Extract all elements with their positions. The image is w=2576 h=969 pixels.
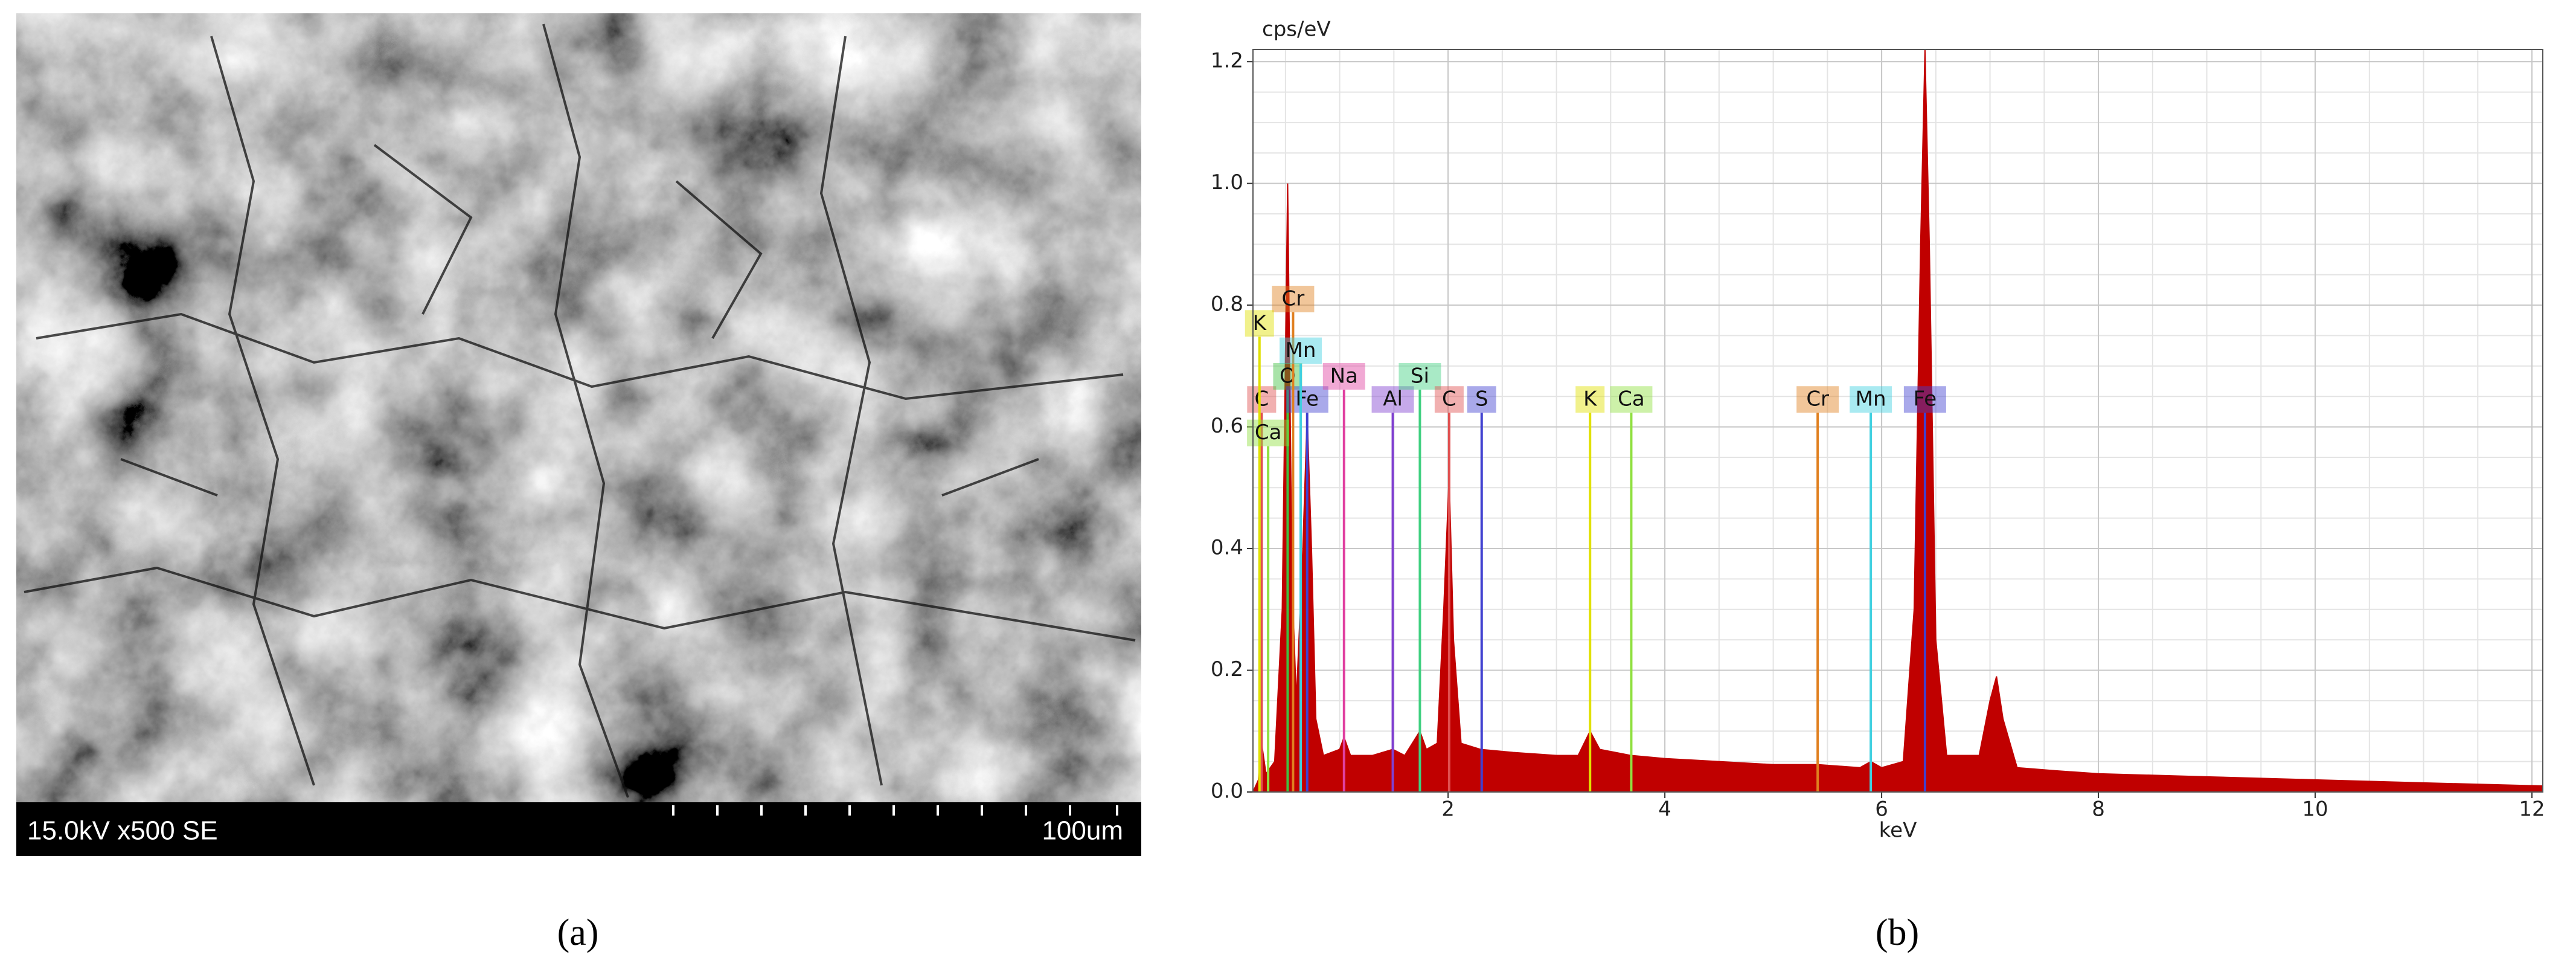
sem-cracks <box>24 24 1136 798</box>
sem-info: 15.0kV x500 SE <box>27 816 218 846</box>
element-tag-box <box>1245 310 1274 337</box>
y-tick-label: 1.0 <box>1211 170 1243 195</box>
element-label: Mn <box>1286 338 1316 362</box>
element-tag: Fe <box>1903 386 1946 413</box>
element-label: Si <box>1411 364 1429 388</box>
element-label: K <box>1583 387 1598 411</box>
x-tick-label: 10 <box>2302 797 2328 822</box>
sem-image <box>16 13 1141 802</box>
plot-area <box>1253 50 2543 792</box>
sem-scale-label: 100um <box>1042 816 1123 846</box>
x-tick-label: 2 <box>1441 797 1455 822</box>
element-tag-box <box>1272 286 1315 313</box>
element-tag-box <box>1850 386 1892 413</box>
y-tick-label: 1.2 <box>1211 49 1243 73</box>
element-label: C <box>1254 387 1269 411</box>
element-tag-box <box>1247 386 1277 413</box>
element-tag: Ca <box>1247 419 1290 446</box>
element-label: Ca <box>1255 420 1282 445</box>
element-tag: Al <box>1371 386 1414 413</box>
element-tag: Na <box>1322 362 1365 390</box>
element-tag-box <box>1279 337 1322 364</box>
element-tag: K <box>1575 386 1605 413</box>
element-label: C <box>1442 387 1456 411</box>
y-tick-label: 0.8 <box>1211 292 1243 317</box>
element-tag-box <box>1903 386 1946 413</box>
element-label: K <box>1253 311 1267 335</box>
y-tick-label: 0.6 <box>1211 414 1243 438</box>
element-label: Fe <box>1295 387 1319 411</box>
element-label: Al <box>1383 387 1403 411</box>
y-tick-label: 0.0 <box>1211 779 1243 803</box>
panel-label: (b) <box>1876 912 1919 953</box>
sem-scale-bar <box>672 805 1118 816</box>
element-label: Fe <box>1914 387 1937 411</box>
x-axis-label: keV <box>1879 819 1917 843</box>
panel-label: (a) <box>557 912 599 953</box>
element-tag-box <box>1467 386 1496 413</box>
element-tag: Ca <box>1610 386 1653 413</box>
element-label: Cr <box>1806 387 1829 411</box>
element-tag: O <box>1273 362 1302 390</box>
element-tag-box <box>1796 386 1839 413</box>
element-label: Na <box>1330 364 1358 388</box>
element-label: Cr <box>1282 287 1305 311</box>
element-tag: Cr <box>1272 286 1315 313</box>
element-tag-box <box>1273 362 1302 390</box>
element-tag-box <box>1610 386 1653 413</box>
element-tag-box <box>1399 362 1441 390</box>
element-tag-box <box>1575 386 1605 413</box>
element-tag: S <box>1467 386 1496 413</box>
element-tag: Mn <box>1850 386 1892 413</box>
y-tick-label: 0.4 <box>1211 536 1243 560</box>
element-tag-box <box>1371 386 1414 413</box>
x-tick-label: 8 <box>2092 797 2105 822</box>
element-tag: Mn <box>1279 337 1322 364</box>
element-label: Mn <box>1856 387 1886 411</box>
x-tick-label: 4 <box>1658 797 1671 822</box>
element-tag: Cr <box>1796 386 1839 413</box>
y-tick-label: 0.2 <box>1211 657 1243 681</box>
element-tag: Si <box>1399 362 1441 390</box>
element-tag: C <box>1434 386 1464 413</box>
element-tag: C <box>1247 386 1277 413</box>
x-tick-label: 12 <box>2519 797 2545 822</box>
sem-info-bar <box>16 802 1141 856</box>
element-tag-box <box>1434 386 1464 413</box>
element-tag: K <box>1245 310 1274 337</box>
element-tag-box <box>1322 362 1365 390</box>
plot-frame <box>1252 49 2543 793</box>
element-label: S <box>1475 387 1488 411</box>
x-tick-label: 6 <box>1875 797 1888 822</box>
sem-panel: 15.0kV x500 SE 100um (a) <box>16 13 1141 953</box>
element-label: Ca <box>1618 387 1645 411</box>
element-tag-box <box>1247 419 1290 446</box>
y-axis-label: cps/eV <box>1262 18 1331 42</box>
